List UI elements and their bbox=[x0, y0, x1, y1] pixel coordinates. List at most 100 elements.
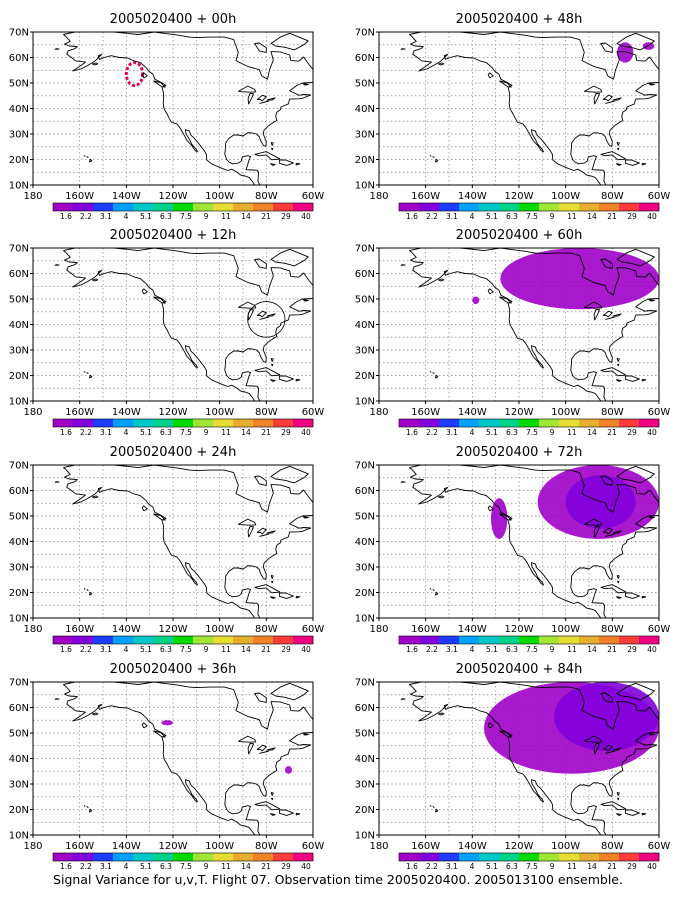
panel-title: 2005020400 + 48h bbox=[456, 12, 583, 27]
y-tick-label: 10N bbox=[9, 181, 29, 192]
colorbar-swatch bbox=[579, 636, 600, 644]
lake-outline bbox=[584, 518, 603, 526]
island-outline bbox=[315, 295, 330, 307]
colorbar-swatch bbox=[273, 203, 294, 211]
island-outline bbox=[270, 379, 276, 382]
colorbar-swatch bbox=[93, 636, 114, 644]
colorbar-label: 11 bbox=[567, 862, 577, 871]
colorbar-swatch bbox=[73, 419, 94, 427]
lake-outline bbox=[259, 533, 270, 537]
island-outline bbox=[600, 801, 627, 811]
y-tick-label: 50N bbox=[9, 729, 29, 740]
island-outline bbox=[254, 692, 267, 703]
map-panel-2: 2005020400 + 12h 180 160W 140W 120W 100W 80W 60… bbox=[9, 228, 330, 437]
island-outline bbox=[254, 801, 281, 811]
island-outline bbox=[435, 374, 439, 379]
colorbar-swatch bbox=[173, 636, 194, 644]
colorbar-label: 2.2 bbox=[80, 428, 92, 437]
x-tick-label: 80W bbox=[601, 191, 624, 202]
gridlines bbox=[33, 32, 313, 185]
island-outline bbox=[648, 733, 655, 736]
x-tick-label: 120W bbox=[159, 841, 188, 852]
colorbar-label: 4 bbox=[470, 428, 475, 437]
x-tick-label: 140W bbox=[112, 407, 141, 418]
island-outline bbox=[270, 141, 274, 146]
variance-shading bbox=[491, 465, 659, 539]
x-tick-label: 80W bbox=[255, 191, 278, 202]
map-panel-5: 2005020400 + 48h 180 160W 140W 120W 100W 80W 60… bbox=[355, 12, 671, 221]
colorbar-label: 3.1 bbox=[100, 212, 112, 221]
colorbar-swatch bbox=[539, 203, 560, 211]
island-outline bbox=[86, 589, 89, 591]
colorbar-label: 7.5 bbox=[180, 428, 192, 437]
y-tick-label: 70N bbox=[355, 678, 375, 689]
island-outline bbox=[432, 589, 435, 591]
colorbar-swatch bbox=[53, 853, 74, 861]
lake-outline bbox=[612, 747, 622, 751]
colorbar-label: 21 bbox=[607, 212, 617, 221]
y-tick-label: 70N bbox=[355, 461, 375, 472]
island-outline bbox=[83, 805, 86, 807]
island-outline bbox=[600, 151, 627, 161]
colorbar-swatch bbox=[213, 636, 234, 644]
lake-outline bbox=[612, 530, 622, 534]
y-tick-label: 20N bbox=[355, 805, 375, 816]
colorbar-swatch bbox=[399, 203, 420, 211]
colorbar-frame bbox=[52, 418, 314, 428]
island-outline bbox=[641, 812, 647, 816]
island-outline bbox=[254, 42, 267, 53]
y-tick-label: 10N bbox=[9, 831, 29, 842]
colorbar-swatch bbox=[619, 853, 640, 861]
colorbar-label: 21 bbox=[607, 862, 617, 871]
panels: 2005020400 + 00h 180 160W 140W 120W 100W 80W 60… bbox=[9, 12, 671, 871]
colorbar-swatch bbox=[153, 203, 174, 211]
colorbar-swatch bbox=[293, 853, 314, 861]
island-outline bbox=[641, 378, 647, 382]
x-tick-label: 160W bbox=[65, 191, 94, 202]
colorbar-label: 7.5 bbox=[526, 862, 538, 871]
colorbar-swatch bbox=[253, 636, 274, 644]
colorbar-label: 1.6 bbox=[406, 862, 418, 871]
colorbar-swatch bbox=[459, 419, 480, 427]
colorbar-label: 1.6 bbox=[60, 862, 72, 871]
colorbar-label: 40 bbox=[647, 212, 657, 221]
colorbar-swatch bbox=[539, 419, 560, 427]
x-tick-label: 100W bbox=[205, 624, 234, 635]
x-tick-label: 140W bbox=[458, 407, 487, 418]
colorbar-label: 40 bbox=[301, 645, 311, 654]
y-tick-label: 30N bbox=[355, 130, 375, 141]
colorbar-label: 4 bbox=[124, 645, 129, 654]
island-outline bbox=[153, 513, 166, 521]
colorbar-label: 29 bbox=[627, 212, 637, 221]
colorbar-label: 3.1 bbox=[100, 645, 112, 654]
x-tick-label: 160W bbox=[65, 841, 94, 852]
colorbar-swatch bbox=[153, 853, 174, 861]
y-tick-label: 60N bbox=[355, 703, 375, 714]
colorbar-label: 6.3 bbox=[160, 212, 172, 221]
y-tick-label: 10N bbox=[9, 397, 29, 408]
island-outline bbox=[617, 797, 620, 801]
island-outline bbox=[89, 808, 93, 813]
colorbar-swatch bbox=[599, 203, 620, 211]
colorbar-swatch bbox=[273, 853, 294, 861]
colorbar-swatch bbox=[93, 203, 114, 211]
y-tick-label: 50N bbox=[9, 512, 29, 523]
island-outline bbox=[616, 32, 655, 51]
colorbar-swatch bbox=[113, 203, 134, 211]
colorbar-swatch bbox=[113, 636, 134, 644]
x-tick-label: 60W bbox=[302, 191, 325, 202]
island-outline bbox=[153, 296, 166, 304]
island-outline bbox=[92, 712, 99, 716]
variance-blob bbox=[285, 766, 292, 774]
lake-outline bbox=[612, 97, 622, 101]
colorbar-label: 40 bbox=[647, 428, 657, 437]
colorbar-swatch bbox=[539, 636, 560, 644]
colorbar-swatch bbox=[53, 636, 74, 644]
x-tick-label: 60W bbox=[648, 841, 671, 852]
island-outline bbox=[270, 574, 274, 579]
variance-shading bbox=[484, 682, 659, 774]
island-outline bbox=[616, 465, 655, 484]
lake-outline bbox=[256, 94, 267, 102]
colorbar-label: 11 bbox=[221, 212, 231, 221]
